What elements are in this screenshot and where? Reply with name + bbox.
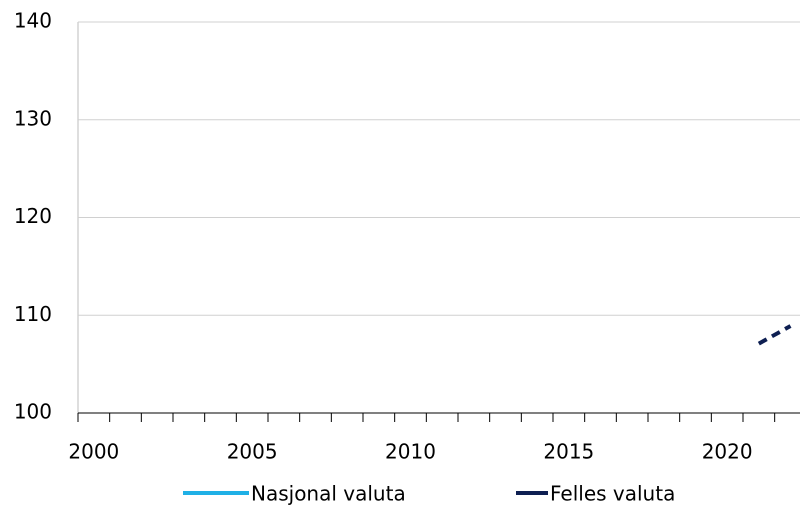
y-tick-label: 110: [14, 302, 52, 326]
legend-label: Nasjonal valuta: [251, 482, 406, 506]
y-tick-label: 120: [14, 204, 52, 228]
y-tick-label: 140: [14, 9, 52, 33]
y-tick-label: 130: [14, 106, 52, 130]
y-tick-label: 100: [14, 400, 52, 424]
x-tick-label: 2000: [68, 440, 119, 464]
x-tick-label: 2010: [385, 440, 436, 464]
x-tick-label: 2005: [227, 440, 278, 464]
legend-label: Felles valuta: [550, 482, 675, 506]
x-tick-label: 2015: [543, 440, 594, 464]
series-line: [757, 324, 792, 346]
x-tick-label: 2020: [702, 440, 753, 464]
